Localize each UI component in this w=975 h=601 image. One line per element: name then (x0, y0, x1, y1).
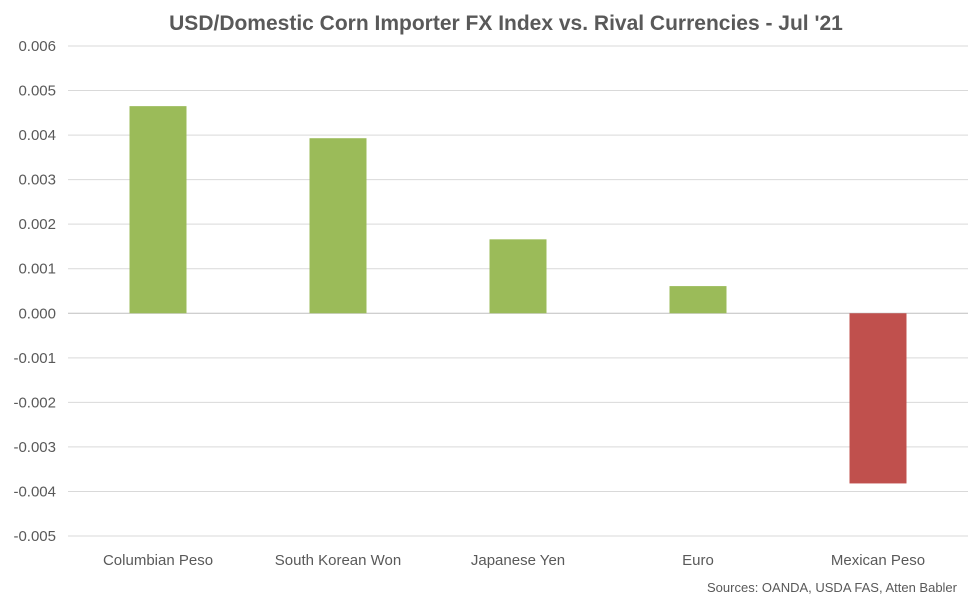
chart-title: USD/Domestic Corn Importer FX Index vs. … (169, 12, 843, 35)
y-tick-label: 0.003 (18, 172, 56, 189)
bar (129, 106, 187, 314)
category-label: Japanese Yen (471, 552, 565, 569)
y-tick-label: 0.002 (18, 216, 56, 233)
y-tick-label: 0.006 (18, 38, 56, 55)
y-tick-label: 0.005 (18, 83, 56, 100)
y-axis-ticks: 0.006 0.005 0.004 0.003 0.002 0.001 0.000 -0.00… (13, 38, 56, 545)
category-label: Mexican Peso (831, 552, 925, 569)
y-tick-label: 0.004 (18, 127, 56, 144)
y-tick-label: -0.003 (13, 439, 56, 456)
bars (129, 106, 907, 484)
category-label: Euro (682, 552, 714, 569)
bar (849, 313, 907, 484)
y-tick-label: -0.004 (13, 483, 56, 500)
x-axis-categories: Columbian Peso South Korean Won Japanese Y… (103, 552, 925, 569)
y-tick-label: -0.001 (13, 350, 56, 367)
y-tick-label: 0.000 (18, 305, 56, 322)
y-tick-label: -0.002 (13, 394, 56, 411)
category-label: South Korean Won (275, 552, 401, 569)
bar (669, 286, 727, 314)
bar (489, 239, 547, 314)
y-tick-label: 0.001 (18, 261, 56, 278)
category-label: Columbian Peso (103, 552, 213, 569)
source-note: Sources: OANDA, USDA FAS, Atten Babler (707, 580, 958, 595)
y-tick-label: -0.005 (13, 528, 56, 545)
bar (309, 138, 367, 314)
